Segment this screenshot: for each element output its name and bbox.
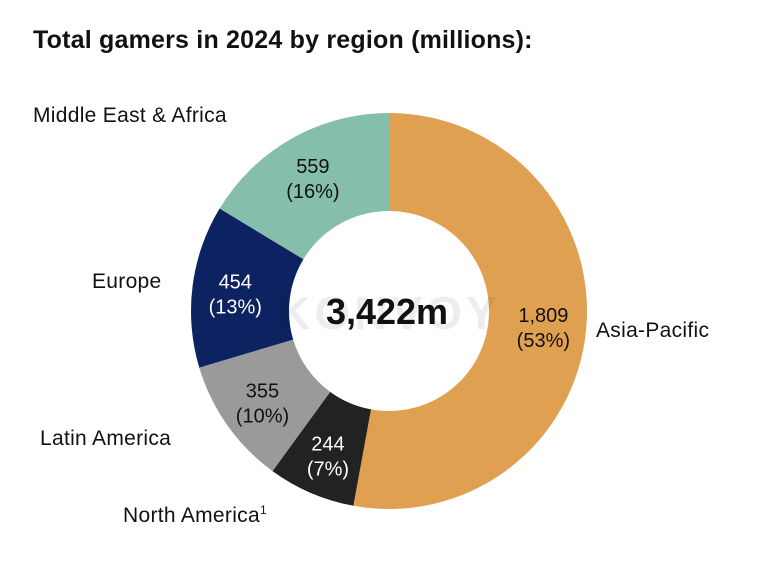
- slice-north-america: [272, 391, 372, 506]
- center-total-label: 3,422m: [326, 291, 448, 332]
- slice-percent-latin-america: (10%): [236, 406, 289, 428]
- legend-label-europe: Europe: [92, 270, 162, 293]
- slice-percent-asia-pacific: (53%): [517, 330, 570, 352]
- slice-value-europe: 454: [219, 271, 252, 293]
- slice-label-middle-east-africa: 559 (16%): [286, 156, 339, 203]
- slice-asia-pacific: [353, 112, 588, 510]
- slice-europe: [191, 208, 304, 368]
- chart-title: Total gamers in 2024 by region (millions…: [33, 26, 533, 54]
- slice-percent-europe: (13%): [209, 296, 262, 318]
- slice-middle-east-africa: [219, 113, 389, 260]
- legend-label-latin-america: Latin America: [40, 427, 172, 450]
- footnote-marker: 1: [259, 503, 267, 517]
- slice-value-middle-east-africa: 559: [296, 156, 329, 178]
- watermark-logo: KONVOY: [277, 287, 500, 339]
- slice-latin-america: [199, 339, 331, 472]
- slice-label-asia-pacific: 1,809 (53%): [517, 305, 570, 352]
- slice-label-europe: 454 (13%): [209, 271, 262, 318]
- legend-label-asia-pacific: Asia-Pacific: [596, 319, 710, 342]
- legend-label-north-america-text: North America: [123, 504, 260, 527]
- slice-value-latin-america: 355: [246, 381, 279, 403]
- slice-value-north-america: 244: [311, 433, 344, 455]
- legend-label-middle-east-africa: Middle East & Africa: [33, 104, 227, 127]
- slice-label-north-america: 244 (7%): [307, 433, 349, 480]
- slice-value-asia-pacific: 1,809: [518, 305, 568, 327]
- slice-percent-north-america: (7%): [307, 458, 349, 480]
- slice-label-latin-america: 355 (10%): [236, 381, 289, 428]
- legend-label-north-america: North America1: [123, 503, 267, 528]
- slice-percent-middle-east-africa: (16%): [286, 181, 339, 203]
